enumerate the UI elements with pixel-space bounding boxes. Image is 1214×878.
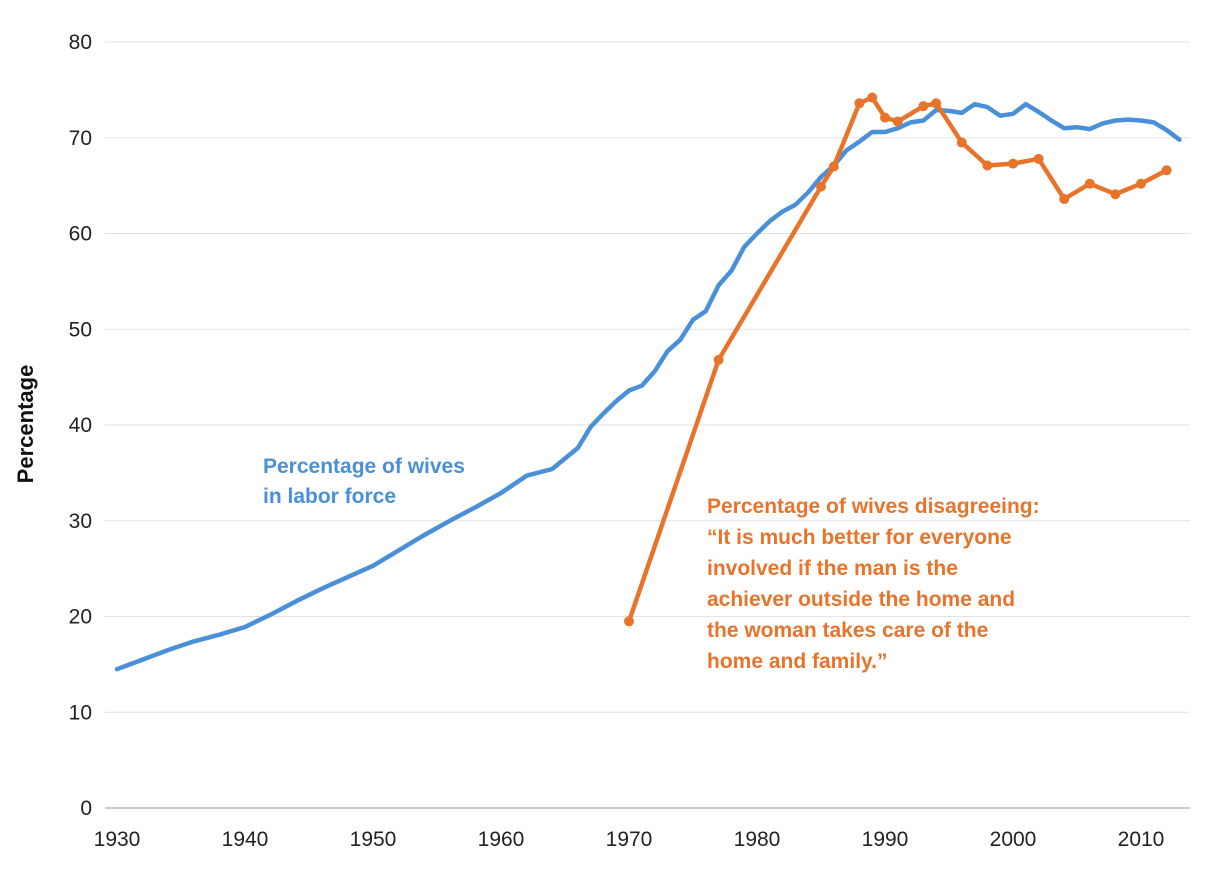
x-axis-ticks: 1930 1940 1950 1960 1970 1980 1990 2000 2010: [94, 828, 1165, 851]
annotation-line: Percentage of wives: [263, 455, 465, 478]
data-point: [1059, 194, 1070, 205]
annotation-line: Percentage of wives disagreeing:: [707, 495, 1040, 518]
data-point: [828, 161, 839, 172]
data-point: [892, 116, 903, 127]
y-tick-label: 0: [80, 797, 92, 820]
x-tick-label: 1970: [606, 828, 653, 851]
data-point: [880, 112, 890, 123]
y-tick-label: 70: [69, 127, 92, 150]
data-point: [854, 98, 865, 109]
x-tick-label: 1980: [734, 828, 781, 851]
y-tick-label: 60: [69, 223, 92, 246]
data-point: [816, 181, 826, 192]
data-point: [918, 101, 929, 112]
x-tick-label: 1960: [478, 828, 525, 851]
data-point: [1136, 178, 1146, 189]
data-point: [1161, 165, 1172, 176]
y-tick-label: 50: [69, 318, 92, 341]
data-point: [956, 137, 967, 148]
x-tick-label: 1940: [222, 828, 269, 851]
annotation-line: “It is much better for everyone: [707, 526, 1012, 549]
data-point: [931, 98, 942, 109]
annotations: Percentage of wives in labor force Percent…: [263, 455, 1040, 673]
x-tick-label: 1930: [94, 828, 141, 851]
x-tick-label: 1990: [862, 828, 909, 851]
x-tick-label: 2000: [990, 828, 1037, 851]
gridlines: [105, 41, 1190, 809]
annotation-1: Percentage of wives in labor force: [263, 455, 465, 508]
data-point: [1008, 158, 1018, 169]
data-point: [1033, 153, 1044, 164]
data-point: [713, 354, 724, 365]
y-tick-label: 40: [69, 414, 92, 437]
data-point: [1110, 189, 1121, 200]
data-point: [867, 92, 878, 103]
data-point: [624, 616, 634, 627]
x-tick-label: 2010: [1118, 828, 1165, 851]
annotation-line: home and family.”: [707, 650, 887, 673]
annotation-line: in labor force: [263, 485, 396, 508]
y-tick-label: 10: [69, 701, 92, 724]
data-point: [1084, 178, 1095, 189]
annotation-line: the woman takes care of the: [707, 619, 988, 642]
data-point: [982, 160, 993, 171]
annotation-2: Percentage of wives disagreeing: “It is m…: [707, 495, 1040, 673]
y-tick-label: 30: [69, 510, 92, 533]
series-line-1: [114, 101, 1182, 672]
x-tick-label: 1950: [350, 828, 397, 851]
annotation-line: achiever outside the home and: [707, 588, 1015, 611]
series-group: [114, 92, 1182, 672]
y-tick-label: 20: [69, 606, 92, 629]
y-axis-ticks: 0 10 20 30 40 50 60 70 80: [69, 31, 92, 820]
y-axis-label: Percentage: [13, 365, 38, 484]
annotation-line: involved if the man is the: [707, 557, 958, 580]
y-tick-label: 80: [69, 31, 92, 54]
